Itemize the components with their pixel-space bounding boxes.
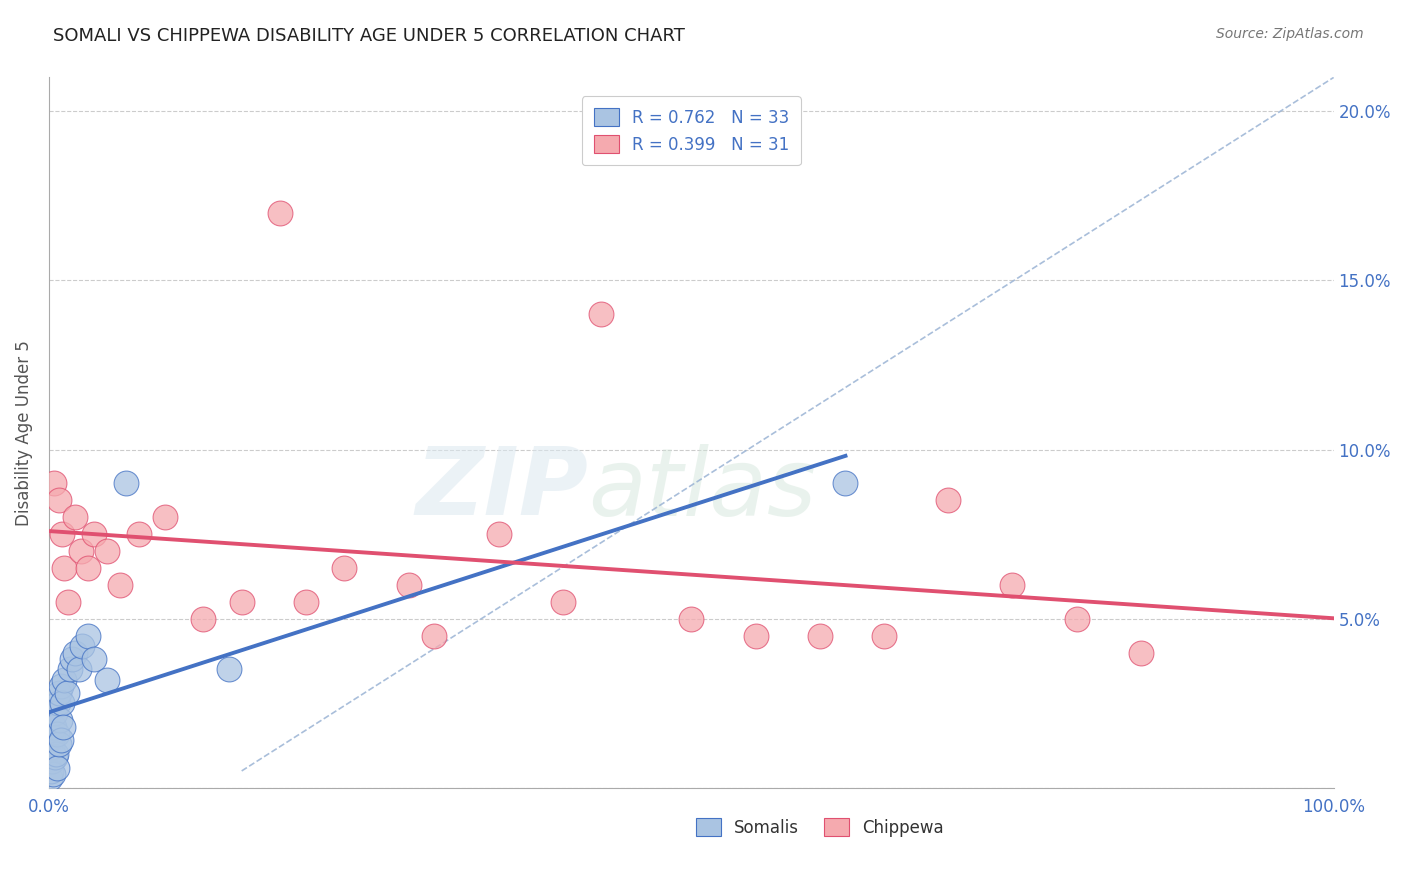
Point	[744, 629, 766, 643]
Point	[51, 679, 73, 693]
Point	[873, 629, 896, 643]
Point	[83, 652, 105, 666]
Point	[70, 544, 93, 558]
Point	[39, 771, 62, 785]
Point	[83, 527, 105, 541]
Text: atlas: atlas	[589, 444, 817, 535]
Point	[76, 629, 98, 643]
Point	[44, 706, 66, 721]
Point	[67, 662, 90, 676]
Text: Source: ZipAtlas.com: Source: ZipAtlas.com	[1216, 27, 1364, 41]
Point	[936, 493, 959, 508]
Point	[58, 662, 80, 676]
Point	[1129, 646, 1152, 660]
Point	[808, 629, 831, 643]
Point	[42, 730, 65, 744]
Point	[551, 595, 574, 609]
Point	[44, 750, 66, 764]
Point	[128, 527, 150, 541]
Point	[269, 206, 291, 220]
Point	[63, 510, 86, 524]
Point	[42, 720, 65, 734]
Point	[218, 662, 240, 676]
Point	[76, 561, 98, 575]
Legend: Somalis, Chippewa: Somalis, Chippewa	[689, 812, 950, 844]
Point	[41, 740, 63, 755]
Text: SOMALI VS CHIPPEWA DISABILITY AGE UNDER 5 CORRELATION CHART: SOMALI VS CHIPPEWA DISABILITY AGE UNDER …	[53, 27, 685, 45]
Point	[51, 696, 73, 710]
Point	[42, 476, 65, 491]
Point	[63, 646, 86, 660]
Point	[1001, 578, 1024, 592]
Point	[39, 764, 62, 778]
Point	[488, 527, 510, 541]
Point	[295, 595, 318, 609]
Point	[108, 578, 131, 592]
Point	[53, 561, 76, 575]
Point	[58, 595, 80, 609]
Text: ZIP: ZIP	[416, 443, 589, 535]
Point	[834, 476, 856, 491]
Point	[398, 578, 420, 592]
Point	[48, 493, 70, 508]
Point	[60, 652, 83, 666]
Point	[333, 561, 356, 575]
Point	[45, 747, 67, 761]
Point	[153, 510, 176, 524]
Point	[49, 733, 72, 747]
Point	[45, 727, 67, 741]
Point	[1066, 612, 1088, 626]
Point	[46, 760, 69, 774]
Point	[46, 696, 69, 710]
Point	[48, 737, 70, 751]
Point	[52, 720, 75, 734]
Point	[681, 612, 703, 626]
Point	[191, 612, 214, 626]
Point	[72, 639, 94, 653]
Point	[53, 673, 76, 687]
Point	[591, 307, 613, 321]
Point	[115, 476, 138, 491]
Point	[49, 713, 72, 727]
Point	[96, 544, 118, 558]
Point	[423, 629, 446, 643]
Point	[48, 686, 70, 700]
Point	[41, 754, 63, 768]
Point	[42, 767, 65, 781]
Y-axis label: Disability Age Under 5: Disability Age Under 5	[15, 340, 32, 525]
Point	[231, 595, 253, 609]
Point	[56, 686, 79, 700]
Point	[96, 673, 118, 687]
Point	[51, 527, 73, 541]
